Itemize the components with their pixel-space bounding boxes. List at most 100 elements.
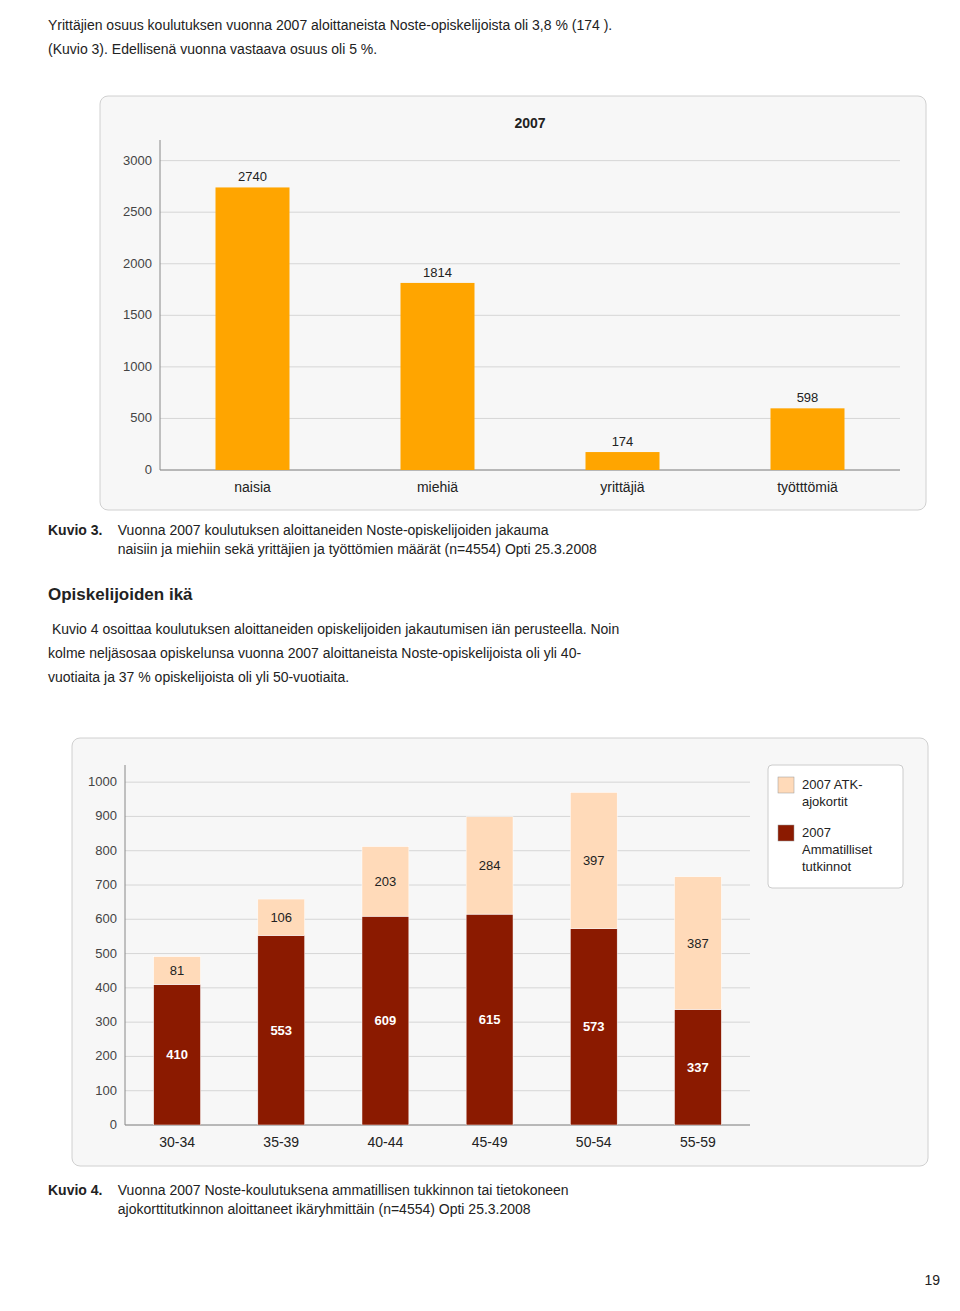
panel <box>100 96 926 510</box>
y-tick-label: 1000 <box>123 359 152 374</box>
y-tick-label: 800 <box>95 843 117 858</box>
grid-line <box>125 850 750 851</box>
bar <box>216 187 290 470</box>
y-tick-label: 0 <box>110 1117 117 1132</box>
data-labels: 2740 1814 174 598 <box>238 169 818 449</box>
chart-title: 2007 <box>514 115 545 131</box>
bar <box>401 283 475 470</box>
y-tick-label: 300 <box>95 1014 117 1029</box>
marks <box>154 792 722 1125</box>
y-tick-label: 0 <box>145 462 152 477</box>
grid-line <box>125 782 750 783</box>
panel <box>72 738 928 1166</box>
grid-line <box>125 816 750 817</box>
caption-label: Kuvio 4. <box>48 1182 102 1198</box>
bar <box>258 935 305 1125</box>
data-label: 573 <box>583 1019 605 1034</box>
caption: Kuvio 4. Vuonna 2007 Noste-koulutuksena … <box>48 1182 569 1217</box>
x-tick-label: 50-54 <box>576 1134 612 1150</box>
section-text: kolme neljäsosaa opiskelunsa vuonna 2007… <box>48 645 581 661</box>
y-tick-label: 900 <box>95 808 117 823</box>
caption: Kuvio 3. Vuonna 2007 koulutuksen aloitta… <box>48 522 597 557</box>
bar <box>362 916 409 1125</box>
x-tick-label: 55-59 <box>680 1134 716 1150</box>
section-text: vuotiaita ja 37 % opiskelijoista oli yli… <box>48 669 349 685</box>
header-text: (Kuvio 3). Edellisenä vuonna vastaava os… <box>48 41 377 57</box>
text-line: Vuonna 2007 koulutuksen aloittaneiden No… <box>110 522 549 538</box>
data-label: 174 <box>612 434 634 449</box>
page: Yrittäjien osuus koulutuksen vuonna 2007… <box>0 0 960 1311</box>
grid-line <box>125 885 750 886</box>
data-label: 106 <box>270 910 292 925</box>
y-axis-line <box>125 765 126 1125</box>
bar <box>570 792 617 928</box>
y-axis-line <box>160 140 161 470</box>
legend-swatch <box>778 777 794 793</box>
text-line: Ammatilliset <box>802 842 872 857</box>
x-tick-label: yrittäjiä <box>600 479 645 495</box>
x-axis-line <box>125 1125 750 1126</box>
bar <box>586 452 660 470</box>
grid-line <box>125 1056 750 1057</box>
y-tick-label: 700 <box>95 877 117 892</box>
y-tick-label: 2500 <box>123 204 152 219</box>
text-line: naisiin ja miehiin sekä yrittäjien ja ty… <box>110 541 597 557</box>
text-line: 2007 ATK- <box>802 777 862 792</box>
bar <box>570 929 617 1125</box>
data-label: 1814 <box>423 265 452 280</box>
y-tick-label: 200 <box>95 1048 117 1063</box>
grid-line <box>125 953 750 954</box>
data-label: 81 <box>170 963 184 978</box>
bar <box>362 847 409 917</box>
y-tick-label: 600 <box>95 911 117 926</box>
text-line: Vuonna 2007 Noste-koulutuksena ammatilli… <box>110 1182 569 1198</box>
x-tick-label: 40-44 <box>368 1134 404 1150</box>
data-label: 410 <box>166 1047 188 1062</box>
text-line: ajokorttitutkinnon aloittaneet ikäryhmit… <box>110 1201 531 1217</box>
data-label: 609 <box>375 1013 397 1028</box>
text-line: tutkinnot <box>802 859 852 874</box>
data-labels: 410 553 609 615 573 337 81 106 203 284 397 387 <box>166 853 709 1075</box>
page-number: 19 <box>924 1272 940 1288</box>
x-tick-label: 30-34 <box>159 1134 195 1150</box>
x-tick-label: 35-39 <box>263 1134 299 1150</box>
bar <box>674 1009 721 1125</box>
grid-line <box>125 919 750 920</box>
y-tick-label: 500 <box>95 946 117 961</box>
y-tick-label: 500 <box>130 410 152 425</box>
section-title: Opiskelijoiden ikä <box>48 585 193 604</box>
caption-text: Vuonna 2007 Noste-koulutuksena ammatilli… <box>110 1182 569 1217</box>
data-label: 2740 <box>238 169 267 184</box>
text-line: ajokortit <box>802 794 848 809</box>
x-tick-label: naisia <box>234 479 271 495</box>
grid-line <box>160 160 900 161</box>
data-label: 598 <box>797 390 819 405</box>
legend-swatch <box>778 825 794 841</box>
bar <box>258 899 305 935</box>
grid-line <box>125 1125 750 1126</box>
bar <box>466 817 513 914</box>
legend-box <box>768 765 903 888</box>
data-label: 203 <box>375 874 397 889</box>
y-tick-label: 3000 <box>123 153 152 168</box>
data-label: 397 <box>583 853 605 868</box>
x-tick-label: 45-49 <box>472 1134 508 1150</box>
bar <box>771 408 845 470</box>
x-tick-label: miehiä <box>417 479 458 495</box>
data-label: 553 <box>270 1023 292 1038</box>
section-text: Kuvio 4 osoittaa koulutuksen aloittaneid… <box>48 621 619 637</box>
data-label: 337 <box>687 1060 709 1075</box>
data-label: 387 <box>687 936 709 951</box>
bar <box>674 877 721 1010</box>
y-tick-label: 2000 <box>123 256 152 271</box>
marks <box>216 187 845 470</box>
legend-label: 2007 ATK-ajokortit <box>802 777 862 809</box>
caption-label: Kuvio 3. <box>48 522 102 538</box>
data-label: 284 <box>479 858 501 873</box>
data-label: 615 <box>479 1012 501 1027</box>
grid-line <box>125 1090 750 1091</box>
chart: 0100200300400500600700800900100030-3435-… <box>72 738 928 1166</box>
legend: 2007 ATK-ajokortit 2007 Ammatilliset tutkin… <box>768 765 903 888</box>
y-tick-label: 400 <box>95 980 117 995</box>
text-line: 2007 <box>802 825 831 840</box>
